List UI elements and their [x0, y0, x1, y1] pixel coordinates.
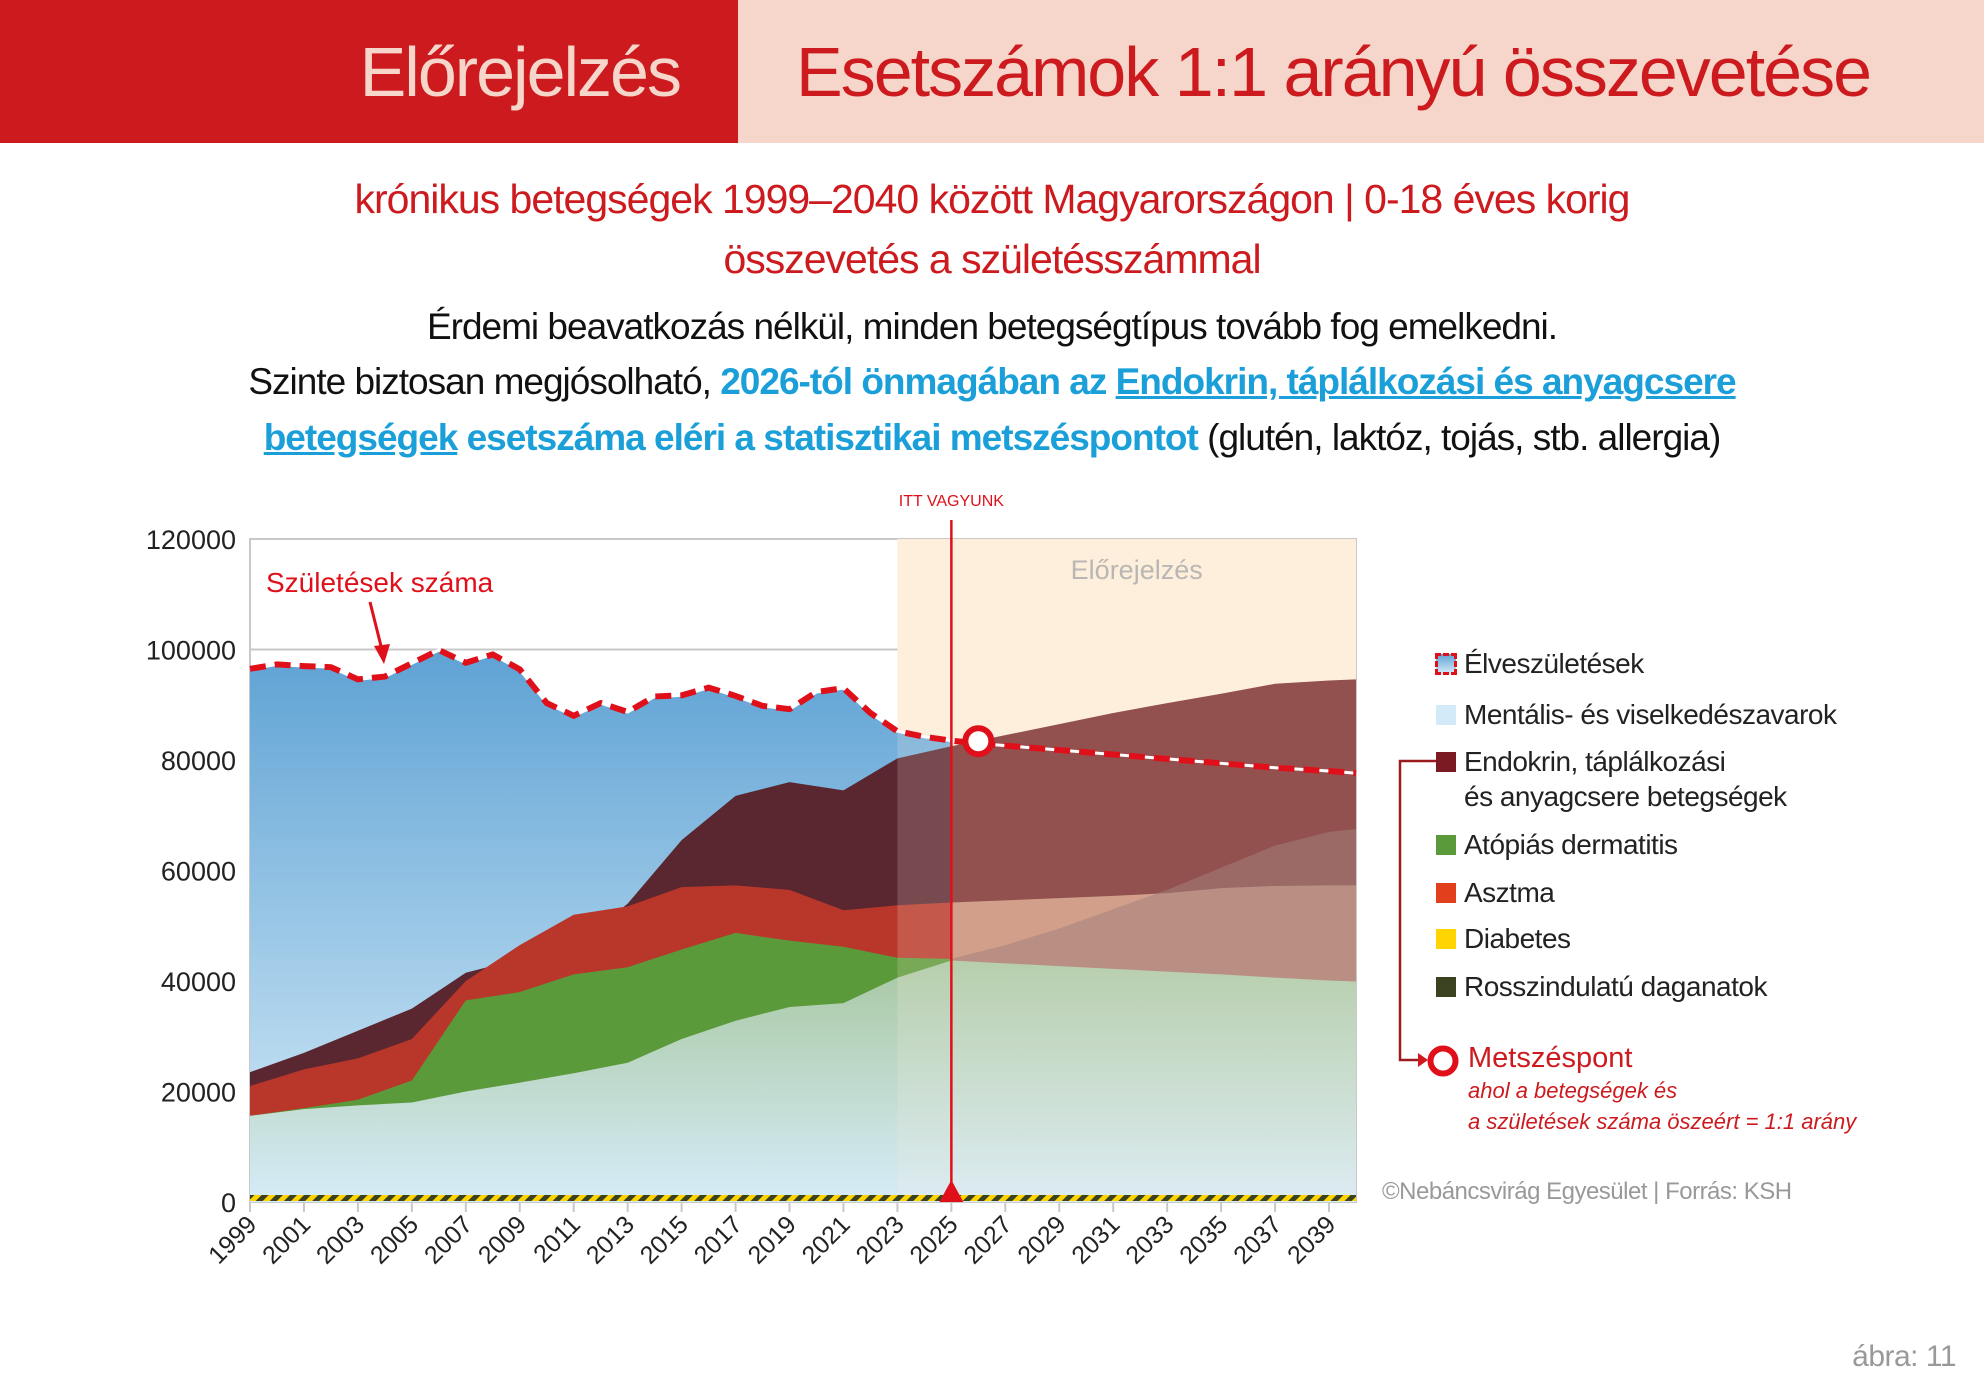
subtitle-line-1: krónikus betegségek 1999–2040 között Mag…	[354, 176, 1631, 222]
x-tick-label: 2025	[904, 1210, 963, 1269]
x-tick-label: 2035	[1174, 1210, 1233, 1269]
y-tick-label: 100000	[146, 636, 236, 666]
x-tick-label: 2007	[419, 1210, 478, 1269]
mental-swatch-icon	[1436, 705, 1456, 725]
intersection-desc-2: a születések száma öszeért = 1:1 arány	[1468, 1109, 1857, 1134]
legend-connector-arrow-icon	[1398, 759, 1436, 1067]
x-tick-label: 2009	[473, 1210, 532, 1269]
mental-area-history	[250, 960, 952, 1202]
diabetes-swatch-icon	[1436, 929, 1456, 949]
y-tick-label: 20000	[161, 1078, 236, 1108]
x-tick-label: 2021	[797, 1210, 856, 1269]
births-annotation-arrow	[368, 601, 384, 651]
now-marker-label: ITT VAGYUNK	[899, 493, 1005, 510]
header-left: Előrejelzés	[0, 0, 738, 143]
x-tick-label: 2023	[851, 1210, 910, 1269]
figure-number: ábra: 11	[1852, 1340, 1956, 1373]
y-tick-label: 60000	[161, 857, 236, 887]
x-tick-label: 2027	[958, 1210, 1017, 1269]
forecast-label: Előrejelzés	[1071, 555, 1203, 585]
x-tick-label: 2001	[257, 1210, 316, 1269]
endokrin-link[interactable]: Endokrin, táplálkozási és anyagcsere	[1115, 361, 1737, 402]
y-tick-label: 0	[221, 1188, 236, 1218]
x-tick-label: 2029	[1012, 1210, 1071, 1269]
x-tick-label: 2037	[1228, 1210, 1287, 1269]
cancer-swatch-icon	[1436, 977, 1456, 997]
births-annotation: Születések száma	[266, 567, 494, 598]
x-tick-label: 2033	[1120, 1210, 1179, 1269]
births-swatch-icon	[1435, 653, 1457, 675]
x-tick-label: 2013	[581, 1210, 640, 1269]
x-tick-label: 2019	[743, 1210, 802, 1269]
betegsegek-link[interactable]: betegségek	[263, 417, 459, 458]
body-line-2-plain: Szinte biztosan megjósolható,	[248, 361, 721, 402]
forecast-tint	[897, 539, 1356, 1202]
y-tick-label: 80000	[161, 746, 236, 776]
x-tick-label: 2039	[1282, 1210, 1341, 1269]
body-line-1: Érdemi beavatkozás nélkül, minden betegs…	[426, 306, 1558, 347]
y-tick-label: 120000	[146, 525, 236, 555]
endokrin-swatch-icon	[1436, 752, 1456, 772]
x-tick-label: 2031	[1066, 1210, 1125, 1269]
body-line-3: betegségek esetszáma eléri a statisztika…	[0, 417, 1984, 459]
x-tick-label: 2005	[365, 1210, 424, 1269]
now-marker-triangle-icon	[939, 1180, 964, 1202]
diabetes-cancer-band	[250, 1195, 1356, 1201]
mental-area-forecast	[951, 960, 1356, 1202]
header-left-title: Előrejelzés	[359, 33, 682, 111]
intersection-legend-icon	[1427, 1045, 1459, 1077]
x-tick-label: 2017	[689, 1210, 748, 1269]
body-line-2-highlight: 2026-tól önmagában az	[720, 361, 1116, 402]
births-line	[249, 646, 1357, 777]
header-right-title: Esetszámok 1:1 arányú összevetése	[796, 33, 1872, 111]
x-tick-label: 2003	[311, 1210, 370, 1269]
y-tick-label: 40000	[161, 967, 236, 997]
intersection-desc-1: ahol a betegségek és	[1468, 1078, 1678, 1103]
intersection-point	[962, 725, 995, 758]
body-line-2: Szinte biztosan megjósolható, 2026-tól ö…	[0, 361, 1984, 403]
x-tick-label: 2011	[528, 1210, 586, 1268]
asthma-swatch-icon	[1436, 883, 1456, 903]
births-arrow-head-icon	[374, 644, 390, 664]
source-credit: ©Nebáncsvirág Egyesület | Forrás: KSH	[1382, 1178, 1792, 1205]
atopic-swatch-icon	[1436, 835, 1456, 855]
x-tick-label: 1999	[203, 1210, 262, 1269]
header-right: Esetszámok 1:1 arányú összevetése	[738, 0, 1984, 143]
subtitle-line-2: összevetés a születésszámmal	[723, 236, 1261, 282]
intersection-title: Metszéspont	[1468, 1042, 1633, 1074]
body-line-3-plain: (glutén, laktóz, tojás, stb. allergia)	[1197, 417, 1721, 458]
body-line-3-highlight: esetszáma eléri a statisztikai metszéspo…	[457, 417, 1199, 458]
x-tick-label: 2015	[635, 1210, 694, 1269]
